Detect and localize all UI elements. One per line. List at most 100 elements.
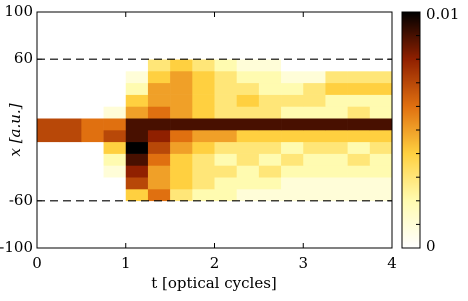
heatmap-cell: [303, 71, 326, 84]
heatmap-cell: [170, 153, 193, 166]
heatmap-cell: [214, 82, 237, 95]
heatmap-cell: [125, 47, 149, 60]
heatmap-cell: [258, 23, 282, 36]
heatmap-cell: [369, 106, 393, 119]
heatmap-cell: [125, 118, 149, 131]
heatmap-cell: [37, 212, 60, 225]
heatmap-cell: [347, 200, 371, 213]
heatmap-cell: [147, 141, 171, 154]
heatmap-cell: [37, 23, 60, 36]
heatmap-cell: [147, 94, 171, 107]
heatmap-cell: [147, 200, 171, 213]
heatmap-cell: [347, 177, 371, 190]
heatmap-cell: [170, 212, 193, 225]
heatmap-cell: [281, 153, 304, 166]
heatmap-cell: [37, 130, 60, 143]
heatmap-cell: [81, 153, 104, 166]
heatmap-cell: [347, 94, 371, 107]
y-tick-label: 60: [14, 49, 33, 67]
heatmap-cell: [59, 71, 82, 84]
heatmap-cell: [81, 118, 104, 131]
colorbar-tick-label: 0.01: [426, 5, 459, 23]
heatmap-cell: [103, 153, 127, 166]
heatmap-cell: [281, 59, 304, 72]
heatmap-cell: [258, 177, 282, 190]
heatmap-cell: [125, 82, 149, 95]
heatmap-cell: [369, 153, 393, 166]
heatmap-cell: [103, 106, 127, 119]
heatmap-cell: [347, 141, 371, 154]
heatmap-cell: [214, 224, 237, 237]
heatmap-cell: [103, 12, 127, 25]
heatmap-cell: [37, 236, 60, 249]
heatmap-cell: [59, 189, 82, 202]
heatmap-cell: [103, 141, 127, 154]
heatmap-cell: [81, 200, 104, 213]
heatmap-cell: [170, 177, 193, 190]
heatmap-cell: [281, 71, 304, 84]
heatmap-cell: [103, 94, 127, 107]
heatmap-cell: [369, 118, 393, 131]
heatmap-cell: [325, 200, 348, 213]
heatmap-cell: [303, 224, 326, 237]
heatmap-cell: [103, 23, 127, 36]
heatmap-cell: [170, 71, 193, 84]
heatmap-cell: [147, 212, 171, 225]
heatmap-cell: [303, 94, 326, 107]
heatmap-cell: [214, 35, 237, 48]
heatmap-cell: [258, 118, 282, 131]
heatmap-cell: [303, 212, 326, 225]
heatmap-cell: [369, 12, 393, 25]
y-tick-label: 100: [4, 2, 33, 20]
heatmap-cell: [236, 71, 260, 84]
heatmap-cell: [59, 153, 82, 166]
heatmap-cell: [170, 189, 193, 202]
heatmap-cell: [236, 47, 260, 60]
heatmap-cell: [325, 12, 348, 25]
heatmap-cell: [325, 165, 348, 178]
heatmap-cell: [258, 130, 282, 143]
heatmap-cell: [59, 106, 82, 119]
heatmap-cell: [192, 94, 215, 107]
heatmap-cell: [147, 177, 171, 190]
heatmap-cell: [236, 177, 260, 190]
heatmap-cell: [369, 177, 393, 190]
heatmap-cell: [369, 130, 393, 143]
heatmap-cell: [303, 23, 326, 36]
x-tick-label: 1: [121, 254, 131, 272]
heatmap-cell: [347, 12, 371, 25]
heatmap-cell: [81, 71, 104, 84]
heatmap-cell: [369, 47, 393, 60]
heatmap-cell: [236, 12, 260, 25]
heatmap-cell: [125, 153, 149, 166]
heatmap-cell: [147, 236, 171, 249]
heatmap-cell: [81, 177, 104, 190]
heatmap-cell: [214, 200, 237, 213]
heatmap-cell: [303, 59, 326, 72]
heatmap-cell: [258, 35, 282, 48]
heatmap-cell: [37, 94, 60, 107]
heatmap-cell: [325, 94, 348, 107]
heatmap-cell: [192, 224, 215, 237]
heatmap-cell: [125, 224, 149, 237]
heatmap-cell: [258, 212, 282, 225]
heatmap-cell: [303, 177, 326, 190]
heatmap-cell: [303, 35, 326, 48]
heatmap-cell: [303, 12, 326, 25]
heatmap-cell: [236, 212, 260, 225]
y-axis-label: x [a.u.]: [6, 103, 24, 156]
heatmap-cell: [347, 82, 371, 95]
heatmap-cell: [147, 106, 171, 119]
heatmap-cell: [214, 177, 237, 190]
heatmap-cell: [125, 165, 149, 178]
heatmap-cell: [236, 189, 260, 202]
heatmap-cell: [59, 236, 82, 249]
heatmap-cell: [303, 118, 326, 131]
heatmap-cell: [236, 106, 260, 119]
heatmap-cell: [59, 177, 82, 190]
heatmap-cell: [81, 212, 104, 225]
heatmap-cell: [170, 59, 193, 72]
heatmap-cell: [325, 224, 348, 237]
heatmap-cell: [214, 12, 237, 25]
heatmap-cell: [214, 94, 237, 107]
